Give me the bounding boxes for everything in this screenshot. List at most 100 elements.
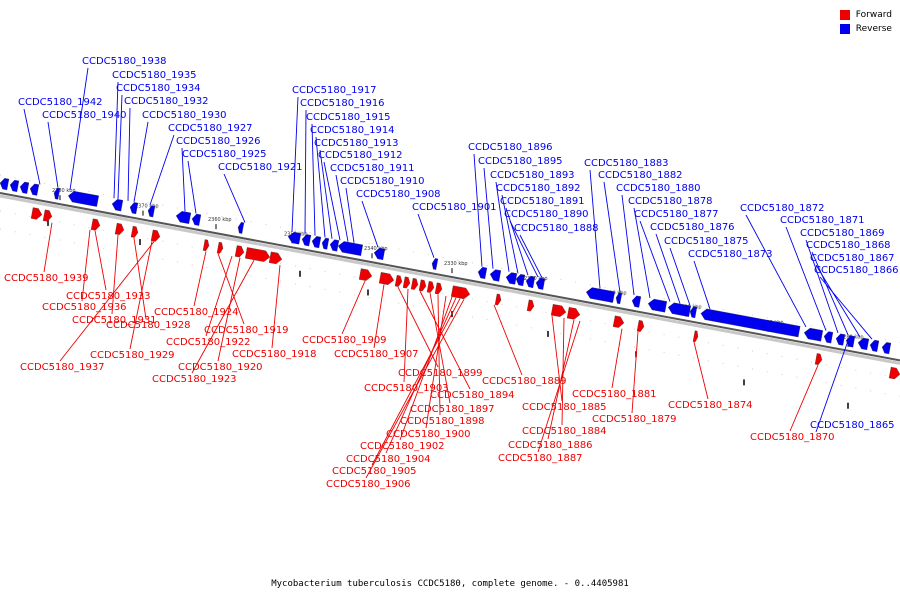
reverse-gene-arrow[interactable] [631,295,642,308]
gene-feature[interactable] [566,307,581,320]
forward-gene-label[interactable]: CCDC5180_1874 [668,400,753,411]
reverse-gene-label[interactable]: CCDC5180_1938 [82,56,167,67]
forward-gene-arrow[interactable] [114,223,125,235]
reverse-gene-label[interactable]: CCDC5180_1866 [814,265,899,276]
gene-feature[interactable] [147,205,156,218]
forward-gene-label[interactable]: CCDC5180_1924 [154,307,239,318]
reverse-gene-arrow[interactable] [311,236,322,249]
forward-gene-arrow[interactable] [550,304,567,317]
gene-feature[interactable] [337,240,363,256]
reverse-gene-label[interactable]: CCDC5180_1927 [168,123,253,134]
reverse-gene-label[interactable]: CCDC5180_1917 [292,85,377,96]
gene-feature[interactable] [329,239,340,252]
forward-gene-arrow[interactable] [394,275,403,287]
reverse-gene-arrow[interactable] [53,187,61,200]
reverse-gene-label[interactable]: CCDC5180_1868 [806,240,891,251]
reverse-gene-arrow[interactable] [835,333,846,346]
gene-feature[interactable] [202,239,210,252]
reverse-gene-arrow[interactable] [585,287,615,303]
gene-feature[interactable] [150,229,161,242]
gene-feature[interactable] [0,178,10,191]
gene-feature[interactable] [378,272,395,285]
forward-gene-label[interactable]: CCDC5180_1909 [302,335,387,346]
gene-feature[interactable] [394,275,403,287]
gene-feature[interactable] [434,282,443,295]
reverse-gene-label[interactable]: CCDC5180_1930 [142,110,227,121]
reverse-gene-arrow[interactable] [301,234,312,247]
reverse-gene-arrow[interactable] [535,277,546,290]
reverse-gene-arrow[interactable] [823,331,834,344]
gene-feature[interactable] [477,267,488,279]
legend-reverse[interactable]: Reverse [839,22,892,36]
gene-feature[interactable] [268,251,283,265]
gene-feature[interactable] [869,339,880,352]
gene-feature[interactable] [30,207,43,221]
gene-feature[interactable] [881,342,892,355]
reverse-gene-arrow[interactable] [321,237,330,250]
reverse-gene-label[interactable]: CCDC5180_1878 [628,196,713,207]
forward-gene-arrow[interactable] [202,239,210,252]
forward-gene-arrow[interactable] [692,330,699,343]
forward-gene-arrow[interactable] [494,293,502,306]
gene-feature[interactable] [857,337,870,351]
gene-feature[interactable] [321,237,330,250]
reverse-gene-label[interactable]: CCDC5180_1896 [468,142,553,153]
reverse-gene-arrow[interactable] [373,247,386,260]
gene-feature[interactable] [311,236,322,249]
forward-gene-arrow[interactable] [358,268,373,282]
forward-gene-label[interactable]: CCDC5180_1939 [4,273,89,284]
gene-feature[interactable] [888,366,900,380]
reverse-gene-label[interactable]: CCDC5180_1869 [800,228,885,239]
reverse-gene-label[interactable]: CCDC5180_1914 [310,125,395,136]
reverse-gene-label[interactable]: CCDC5180_1893 [490,170,575,181]
gene-feature[interactable] [237,222,245,234]
forward-gene-label[interactable]: CCDC5180_1904 [346,454,431,465]
gene-feature[interactable] [489,269,502,282]
gene-feature[interactable] [535,277,546,290]
gene-feature[interactable] [410,278,419,290]
gene-feature[interactable] [9,179,20,192]
gene-feature[interactable] [42,209,53,222]
reverse-gene-label[interactable]: CCDC5180_1935 [112,70,197,81]
gene-feature[interactable] [845,335,856,348]
forward-gene-label[interactable]: CCDC5180_1922 [166,337,251,348]
gene-feature[interactable] [301,234,312,247]
gene-feature[interactable] [647,298,668,313]
forward-gene-arrow[interactable] [526,299,535,312]
reverse-gene-label[interactable]: CCDC5180_1916 [300,98,385,109]
reverse-gene-label[interactable]: CCDC5180_1895 [478,156,563,167]
reverse-gene-arrow[interactable] [129,202,139,215]
reverse-gene-label[interactable]: CCDC5180_1871 [780,215,865,226]
gene-feature[interactable] [287,231,302,245]
forward-gene-arrow[interactable] [150,229,161,242]
forward-gene-arrow[interactable] [636,320,645,332]
gene-feature[interactable] [426,281,435,293]
gene-feature[interactable] [450,285,471,300]
reverse-gene-label[interactable]: CCDC5180_1915 [306,112,391,123]
forward-gene-arrow[interactable] [90,218,101,231]
reverse-gene-label[interactable]: CCDC5180_1912 [318,150,403,161]
reverse-gene-label[interactable]: CCDC5180_1891 [500,196,585,207]
reverse-gene-label[interactable]: CCDC5180_1890 [504,209,589,220]
forward-gene-arrow[interactable] [814,353,823,365]
gene-feature[interactable] [402,276,411,289]
forward-gene-arrow[interactable] [410,278,419,290]
forward-gene-arrow[interactable] [450,285,471,300]
reverse-gene-arrow[interactable] [505,272,518,285]
reverse-gene-label[interactable]: CCDC5180_1872 [740,203,825,214]
reverse-gene-label[interactable]: CCDC5180_1926 [176,136,261,147]
gene-feature[interactable] [636,320,645,332]
forward-gene-arrow[interactable] [566,307,581,320]
reverse-gene-arrow[interactable] [147,205,156,218]
reverse-gene-arrow[interactable] [19,181,30,194]
forward-gene-arrow[interactable] [426,281,435,293]
legend-forward[interactable]: Forward [839,8,892,22]
forward-gene-label[interactable]: CCDC5180_1906 [326,479,411,490]
reverse-gene-arrow[interactable] [857,337,870,351]
forward-gene-arrow[interactable] [434,282,443,295]
forward-gene-arrow[interactable] [234,245,245,258]
reverse-gene-arrow[interactable] [615,292,623,305]
forward-gene-label[interactable]: CCDC5180_1897 [410,404,495,415]
reverse-gene-label[interactable]: CCDC5180_1882 [598,170,683,181]
